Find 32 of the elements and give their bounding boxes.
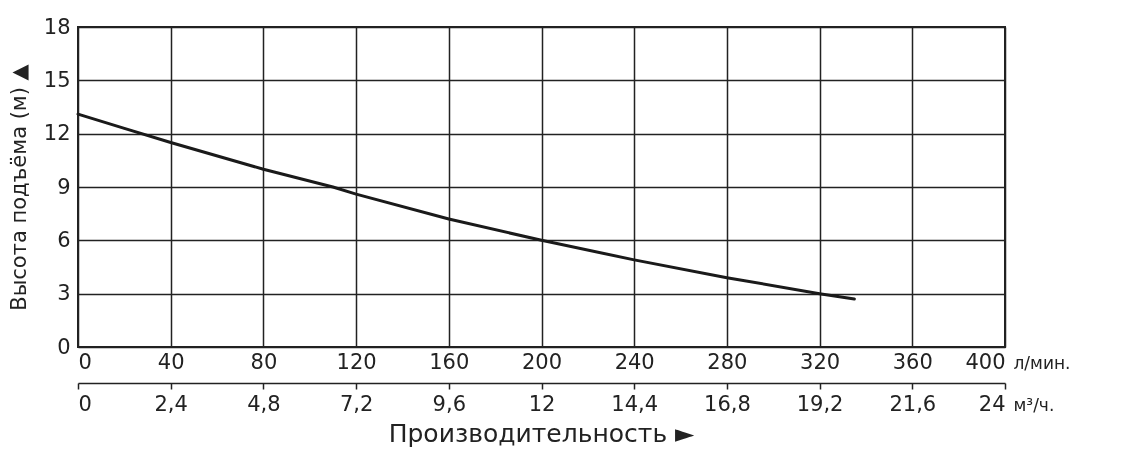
x2-tick-label: 4,8 bbox=[247, 391, 281, 416]
y-tick-label: 18 bbox=[43, 14, 71, 39]
x2-tick-label: 14,4 bbox=[611, 391, 659, 416]
x2-tick-label: 24 bbox=[978, 391, 1006, 416]
x-axis-title: л/мин. bbox=[1013, 352, 1071, 373]
x2-tick-label: 7,2 bbox=[339, 391, 374, 416]
y-tick-label: 15 bbox=[43, 67, 71, 92]
x-tick-label: 40 bbox=[157, 349, 185, 374]
x2-tick-label: 16,8 bbox=[704, 391, 751, 416]
x2-tick-label: 19,2 bbox=[796, 391, 844, 416]
x2-tick-label: 21,6 bbox=[889, 391, 937, 416]
x2-tick-label: 0 bbox=[78, 391, 92, 416]
x-tick-label: 80 bbox=[250, 349, 278, 374]
x-tick-label: 160 bbox=[429, 349, 470, 374]
x-tick-label: 200 bbox=[521, 349, 563, 374]
x-tick-label: 0 bbox=[78, 349, 92, 374]
x-tick-label: 320 bbox=[800, 349, 841, 374]
x-tick-label: 360 bbox=[892, 349, 933, 374]
y-tick-label: 3 bbox=[57, 281, 71, 306]
text: Производительность ► bbox=[388, 419, 696, 448]
y-axis-title: Высота подъёма (м) ▲ bbox=[6, 63, 31, 311]
y-tick-label: 9 bbox=[57, 174, 71, 199]
x-tick-label: 280 bbox=[707, 349, 748, 374]
x-tick-label: 120 bbox=[336, 349, 377, 374]
x-tick-label: 240 bbox=[614, 349, 655, 374]
x2-tick-label: 12 bbox=[528, 391, 556, 416]
x2-tick-label: 9,6 bbox=[432, 391, 466, 416]
x2-tick-label: 2,4 bbox=[154, 391, 188, 416]
x2-axis-title: м³/ч. bbox=[1013, 394, 1055, 415]
y-tick-label: 6 bbox=[57, 227, 71, 252]
y-tick-label: 12 bbox=[43, 121, 71, 146]
x-tick-label: 400 bbox=[965, 349, 1006, 374]
